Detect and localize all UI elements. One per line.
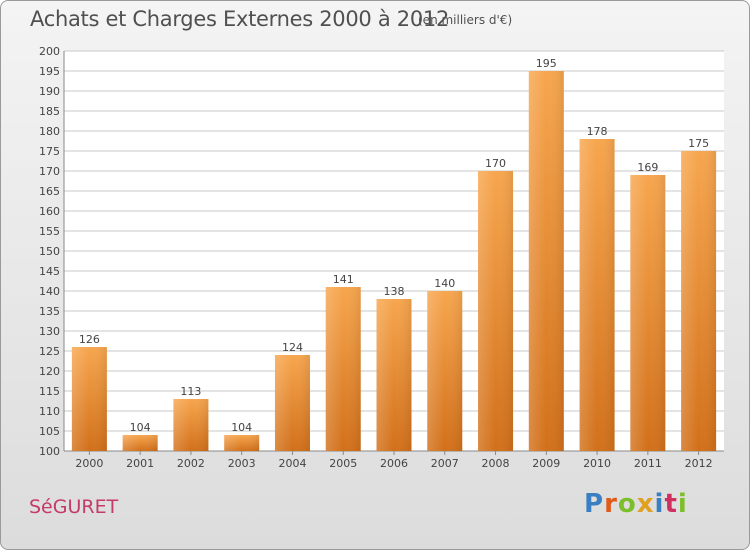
bar-shine	[122, 435, 158, 451]
logo-letter: x	[636, 489, 655, 519]
y-tick-label: 170	[39, 165, 60, 178]
x-tick-label: 2009	[532, 457, 560, 470]
bar-value-label: 138	[384, 285, 405, 298]
bar-shine	[528, 71, 564, 451]
x-tick-label: 2010	[583, 457, 611, 470]
bar-value-label: 104	[231, 421, 252, 434]
x-tick-label: 2007	[431, 457, 459, 470]
bar-value-label: 195	[536, 57, 557, 70]
x-tick-label: 2011	[634, 457, 662, 470]
logo-letter: r	[604, 489, 618, 519]
bar-shine	[579, 139, 615, 451]
y-tick-label: 135	[39, 305, 60, 318]
x-tick-label: 2003	[228, 457, 256, 470]
commune-name: SéGURET	[29, 496, 119, 518]
y-tick-label: 140	[39, 285, 60, 298]
y-tick-label: 105	[39, 425, 60, 438]
bar-shine	[224, 435, 260, 451]
y-tick-label: 160	[39, 205, 60, 218]
bar-value-label: 178	[587, 125, 608, 138]
chart-title: Achats et Charges Externes 2000 à 2012	[30, 7, 450, 31]
y-tick-label: 185	[39, 105, 60, 118]
bar-value-label: 124	[282, 341, 303, 354]
y-tick-label: 195	[39, 65, 60, 78]
logo-letter: o	[617, 489, 637, 519]
unit-note: (en milliers d'€)	[418, 13, 513, 27]
x-tick-label: 2004	[278, 457, 306, 470]
x-tick-label: 2001	[126, 457, 154, 470]
bar-shine	[478, 171, 514, 451]
y-tick-label: 120	[39, 365, 60, 378]
y-tick-label: 200	[39, 45, 60, 58]
x-tick-label: 2000	[75, 457, 103, 470]
logo-letter: i	[654, 489, 665, 519]
x-tick-label: 2006	[380, 457, 408, 470]
bar-shine	[630, 175, 666, 451]
bar-shine	[376, 299, 412, 451]
y-tick-label: 180	[39, 125, 60, 138]
bar-shine	[173, 399, 209, 451]
y-tick-label: 115	[39, 385, 60, 398]
x-tick-label: 2005	[329, 457, 357, 470]
y-tick-label: 155	[39, 225, 60, 238]
logo-letter: i	[677, 489, 688, 519]
bar-shine	[427, 291, 463, 451]
bar-value-label: 175	[688, 137, 709, 150]
y-tick-label: 130	[39, 325, 60, 338]
y-tick-label: 165	[39, 185, 60, 198]
y-tick-label: 100	[39, 445, 60, 458]
bar-value-label: 140	[434, 277, 455, 290]
y-tick-label: 175	[39, 145, 60, 158]
bar-shine	[325, 287, 361, 451]
bar-value-label: 126	[79, 333, 100, 346]
bar-value-label: 113	[180, 385, 201, 398]
x-tick-label: 2008	[482, 457, 510, 470]
x-tick-label: 2002	[177, 457, 205, 470]
y-tick-label: 190	[39, 85, 60, 98]
logo-letter: P	[584, 489, 605, 519]
logo-letter: t	[664, 489, 678, 519]
x-tick-label: 2012	[685, 457, 713, 470]
y-tick-label: 125	[39, 345, 60, 358]
proxiti-logo: Proxiti	[584, 489, 688, 519]
bar-value-label: 170	[485, 157, 506, 170]
y-tick-label: 150	[39, 245, 60, 258]
y-tick-label: 145	[39, 265, 60, 278]
bar-value-label: 169	[637, 161, 658, 174]
bar-shine	[71, 347, 107, 451]
bar-shine	[274, 355, 310, 451]
bar-shine	[681, 151, 717, 451]
bar-value-label: 104	[130, 421, 151, 434]
bar-value-label: 141	[333, 273, 354, 286]
y-tick-label: 110	[39, 405, 60, 418]
